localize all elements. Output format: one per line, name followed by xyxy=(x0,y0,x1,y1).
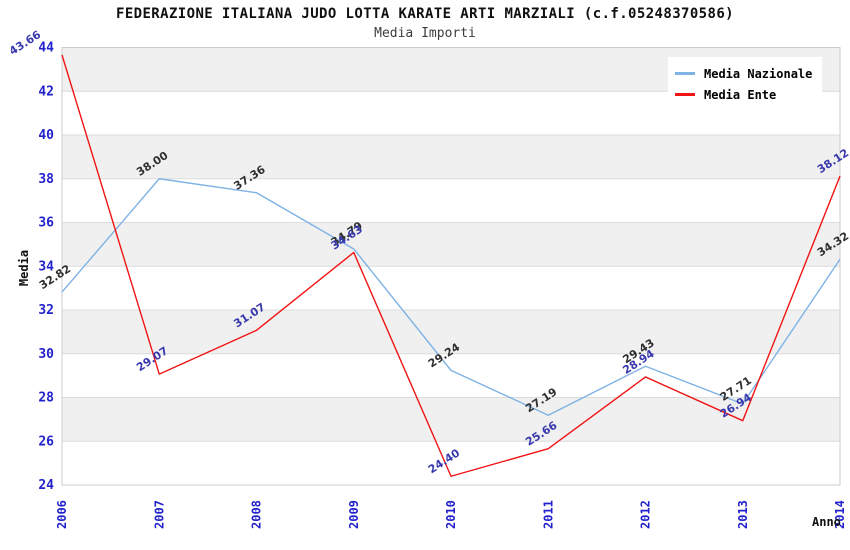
legend: Media Nazionale Media Ente xyxy=(668,57,823,111)
legend-line-swatch-blue xyxy=(675,72,695,75)
plot-band xyxy=(62,441,840,485)
y-tick-label: 36 xyxy=(38,216,54,231)
plot-band xyxy=(62,178,840,223)
y-tick-label: 32 xyxy=(38,303,54,318)
legend-item-media-ente: Media Ente xyxy=(675,84,812,105)
x-tick-label: 2011 xyxy=(541,500,555,529)
x-axis-title: Anno xyxy=(812,515,841,529)
x-tick-label: 2006 xyxy=(55,500,69,529)
x-tick-label: 2013 xyxy=(736,500,750,529)
y-tick-label: 26 xyxy=(38,434,54,449)
x-tick-label: 2008 xyxy=(250,500,264,529)
plot-border xyxy=(61,47,841,486)
y-tick-label: 44 xyxy=(38,41,54,56)
y-tick-label: 42 xyxy=(38,84,54,99)
x-tick-label: 2010 xyxy=(444,500,458,529)
legend-line-swatch-red xyxy=(675,93,695,96)
x-tick-label: 2009 xyxy=(347,500,361,529)
y-tick-label: 28 xyxy=(38,391,54,406)
plot-band xyxy=(62,135,840,179)
plot-band xyxy=(62,397,840,442)
legend-label: Media Ente xyxy=(704,87,777,102)
plot-band xyxy=(62,310,840,354)
x-tick-label: 2014 xyxy=(833,500,847,529)
y-tick-label: 30 xyxy=(38,347,54,362)
plot-band xyxy=(62,266,840,310)
legend-item-media-nazionale: Media Nazionale xyxy=(675,63,812,84)
y-tick-label: 34 xyxy=(38,259,54,274)
series-line-media-ente xyxy=(61,54,841,477)
chart-subtitle: Media Importi xyxy=(374,26,476,41)
plot-band xyxy=(62,222,840,267)
x-tick-label: 2007 xyxy=(152,500,166,529)
series-line-media-nazionale xyxy=(61,178,841,416)
chart-title: FEDERAZIONE ITALIANA JUDO LOTTA KARATE A… xyxy=(115,6,734,22)
y-tick-label: 40 xyxy=(38,128,54,143)
legend-label: Media Nazionale xyxy=(704,66,813,81)
plot-band xyxy=(62,353,840,398)
y-tick-label: 24 xyxy=(38,478,54,493)
y-tick-label: 38 xyxy=(38,172,54,187)
y-axis-title: Media xyxy=(17,249,31,287)
x-tick-label: 2012 xyxy=(639,500,653,529)
